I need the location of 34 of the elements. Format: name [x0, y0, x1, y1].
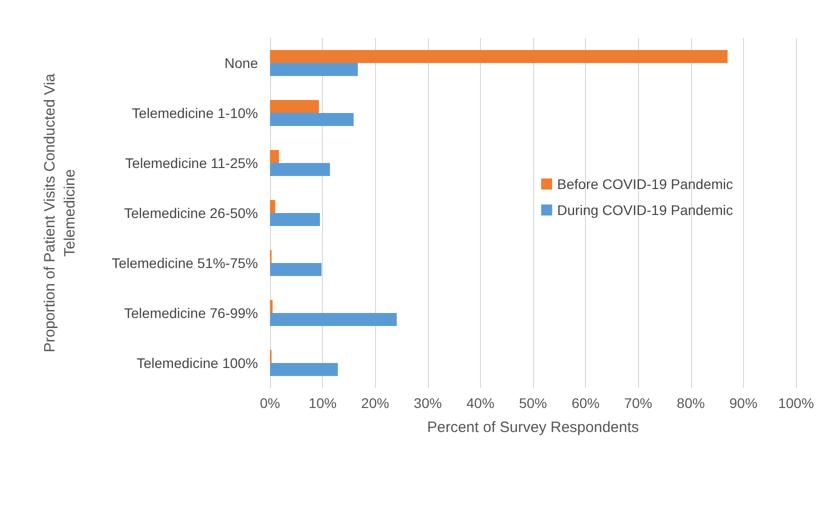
bar — [270, 150, 279, 163]
x-tick-label: 90% — [729, 395, 758, 411]
bar — [270, 313, 397, 326]
bar — [270, 200, 276, 213]
bar — [270, 300, 273, 313]
bar — [270, 163, 330, 176]
x-tick-label: 50% — [518, 395, 548, 411]
y-tick-label: Telemedicine 11-25% — [125, 155, 258, 171]
y-tick-label: Telemedicine 51%-75% — [112, 255, 258, 271]
bar — [270, 263, 322, 276]
x-tick-label: 80% — [676, 395, 705, 411]
x-tick-label: 100% — [778, 395, 814, 411]
bar — [270, 50, 728, 63]
bar — [270, 213, 320, 226]
x-tick-label: 20% — [361, 395, 390, 411]
bar — [270, 63, 358, 76]
x-axis-title: Percent of Survey Respondents — [427, 419, 639, 436]
x-tick-label: 70% — [624, 395, 652, 411]
y-tick-label: Telemedicine 1-10% — [132, 105, 258, 121]
bar — [270, 113, 354, 126]
x-tick-label: 10% — [308, 395, 337, 411]
x-tick-label: 40% — [466, 395, 494, 411]
x-tick-label: 60% — [572, 395, 600, 411]
legend-label: Before COVID-19 Pandemic — [557, 176, 734, 192]
y-axis-title: Proportion of Patient Visits Conducted Via Telemedicine — [42, 72, 78, 352]
legend-label: During COVID-19 Pandemic — [557, 202, 734, 218]
y-tick-label: None — [224, 55, 258, 71]
x-tick-label: 0% — [260, 395, 280, 411]
y-tick-label: Telemedicine 26-50% — [124, 205, 258, 221]
bar — [270, 363, 338, 376]
y-tick-label: Telemedicine 76-99% — [124, 305, 258, 321]
x-tick-label: 30% — [414, 395, 442, 411]
bar — [270, 100, 319, 113]
y-tick-label: Telemedicine 100% — [136, 355, 258, 371]
